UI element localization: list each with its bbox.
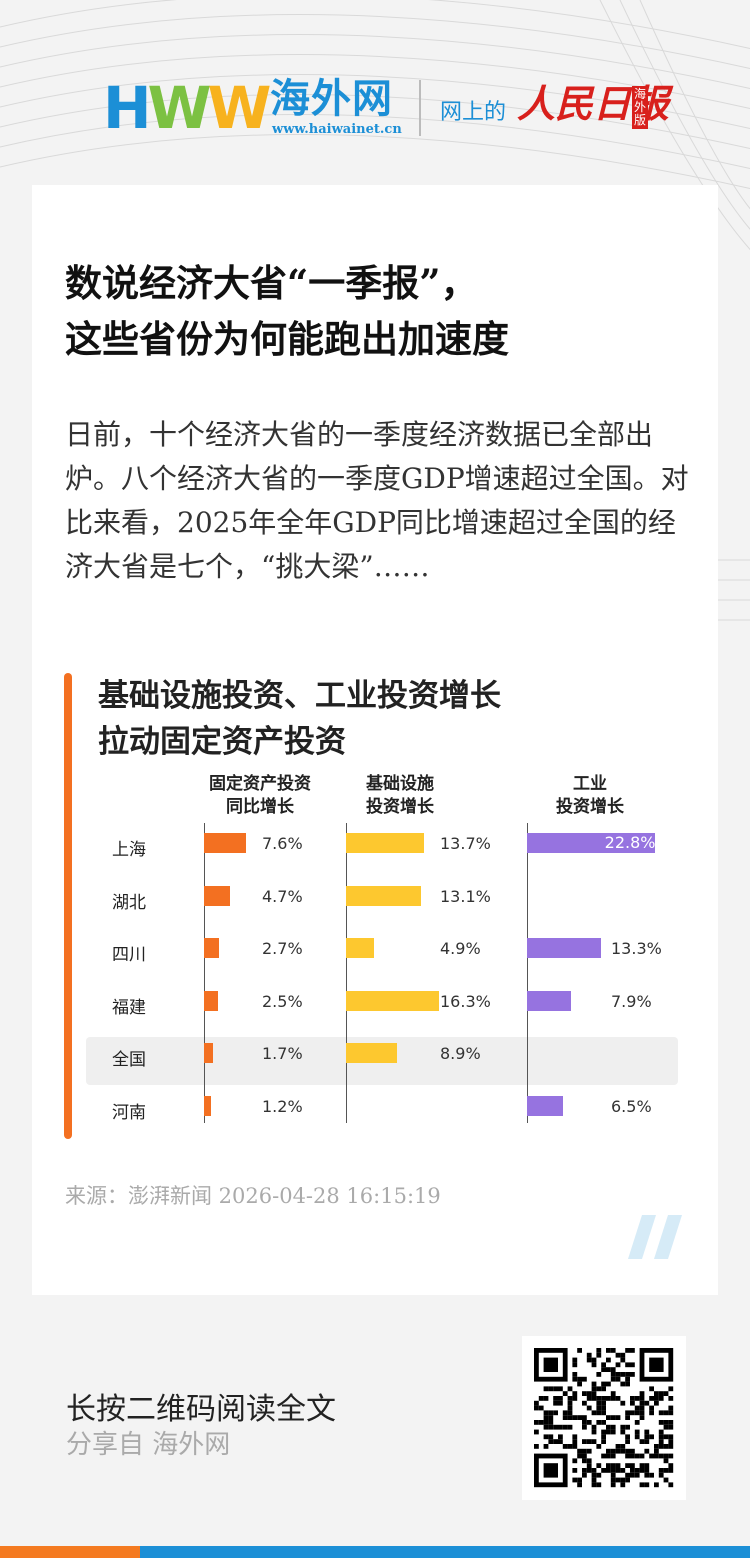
- haiwainet-logo-text: 海外网: [270, 76, 393, 122]
- bottom-stripe-blue: [140, 1546, 750, 1558]
- bar-2: [527, 938, 602, 958]
- axis-line-2: [527, 823, 528, 1123]
- qr-code[interactable]: [522, 1336, 686, 1500]
- background-pattern: [0, 0, 750, 621]
- value-label: 13.1%: [440, 886, 491, 906]
- bar-1: [346, 885, 421, 906]
- value-label: 4.9%: [440, 939, 481, 958]
- decorative-slashes-icon: [628, 1215, 682, 1259]
- value-label: 16.3%: [440, 991, 491, 1011]
- bar-0: [204, 1043, 214, 1063]
- value-label: 22.8%: [604, 833, 656, 852]
- value-label: 1.7%: [262, 1044, 303, 1063]
- chart-accent-bar: [64, 673, 72, 1139]
- overseas-edition-badge: 海外版: [632, 86, 648, 129]
- row-label: 河南: [112, 1102, 146, 1123]
- column-header-1: 基础设施 投资增长: [366, 774, 434, 817]
- value-label: 6.5%: [611, 1096, 652, 1116]
- column-header-2: 工业 投资增长: [556, 774, 624, 817]
- bottom-stripe-orange: [0, 1546, 140, 1558]
- axis-line-0: [204, 823, 205, 1123]
- row-label: 全国: [112, 1050, 146, 1070]
- value-label: 4.7%: [262, 886, 303, 906]
- chart-title: 基础设施投资、工业投资增长 拉动固定资产投资: [98, 673, 698, 765]
- bar-2: [527, 1095, 564, 1116]
- title-line-1: 数说经济大省“一季报”，: [65, 261, 478, 305]
- value-label: 1.2%: [262, 1096, 303, 1116]
- value-label: 8.9%: [440, 1044, 481, 1063]
- footer-share-source: 分享自 海外网: [66, 1430, 231, 1460]
- value-label: 13.7%: [440, 834, 491, 853]
- logo-divider: [419, 80, 421, 136]
- bar-2: [527, 833, 655, 853]
- footer-cta: 长按二维码阅读全文: [66, 1392, 336, 1427]
- site-header: HWW 海外网 www.haiwainet.cn 网上的 人民日报 海外版: [0, 70, 750, 150]
- bar-0: [204, 990, 218, 1011]
- column-header-0: 固定资产投资 同比增长: [209, 774, 311, 817]
- value-label: 2.7%: [262, 939, 303, 958]
- value-label: 7.6%: [262, 834, 303, 853]
- title-line-2: 这些省份为何能跑出加速度: [65, 317, 509, 361]
- bar-0: [204, 885, 230, 906]
- bar-1: [346, 833, 425, 853]
- chart-title-line-1: 基础设施投资、工业投资增长: [98, 678, 501, 714]
- bar-0: [204, 938, 219, 958]
- article-summary: 日前，十个经济大省的一季度经济数据已全部出炉。八个经济大省的一季度GDP增速超过…: [65, 418, 689, 583]
- site-url: www.haiwainet.cn: [272, 122, 402, 137]
- chart-title-line-2: 拉动固定资产投资: [98, 724, 346, 760]
- hww-logo: HWW: [103, 74, 272, 142]
- bar-2: [527, 990, 572, 1011]
- bar-0: [204, 1095, 211, 1116]
- row-label: 福建: [112, 997, 146, 1018]
- bar-0: [204, 833, 246, 853]
- value-label: 13.3%: [611, 939, 662, 958]
- value-label: 7.9%: [611, 991, 652, 1011]
- row-label: 上海: [112, 840, 146, 860]
- bar-1: [346, 990, 439, 1011]
- row-label: 湖北: [112, 892, 146, 913]
- axis-line-1: [346, 823, 347, 1123]
- qr-code-icon: [534, 1348, 674, 1488]
- bar-1: [346, 1043, 397, 1063]
- value-label: 2.5%: [262, 991, 303, 1011]
- investment-chart: 基础设施投资、工业投资增长 拉动固定资产投资 固定资产投资 同比增长 基础设施 投资增…: [64, 673, 718, 1139]
- article-card[interactable]: 数说经济大省“一季报”， 这些省份为何能跑出加速度 日前，十个经济大省的一季度经…: [32, 185, 718, 1295]
- article-title: 数说经济大省“一季报”， 这些省份为何能跑出加速度: [65, 255, 705, 367]
- partner-prefix: 网上的: [440, 100, 507, 125]
- article-source: 来源：澎湃新闻 2026-04-28 16:15:19: [65, 1184, 441, 1208]
- bar-1: [346, 938, 374, 958]
- row-label: 四川: [112, 945, 146, 965]
